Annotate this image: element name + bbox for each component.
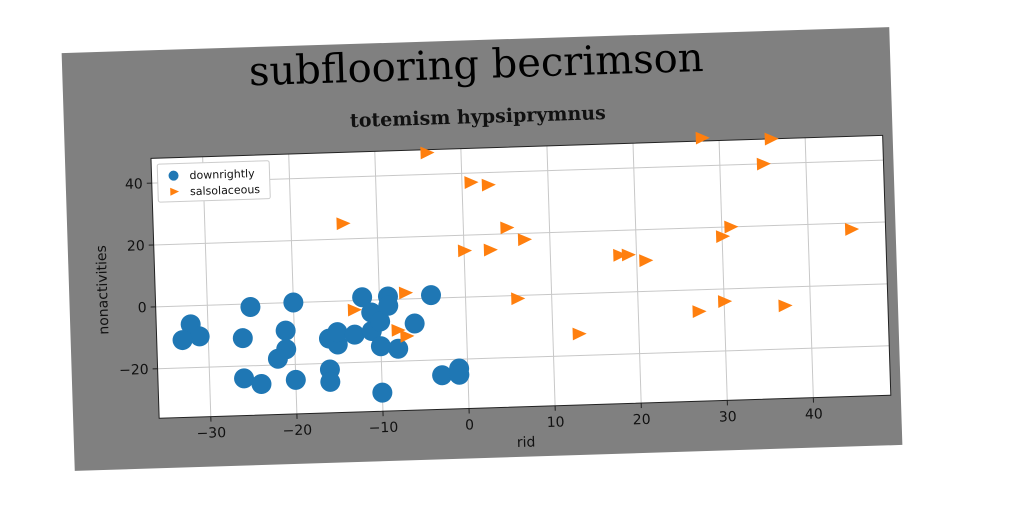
y-axis-label: nonactivities <box>94 245 113 335</box>
scatter-point-salsolaceous <box>639 254 654 268</box>
scatter-point-downrightly <box>344 324 365 345</box>
scatter-point-downrightly <box>251 374 272 395</box>
scatter-point-salsolaceous <box>621 248 636 262</box>
scatter-point-downrightly <box>370 311 391 332</box>
scatter-point-downrightly <box>232 328 253 349</box>
scatter-point-salsolaceous <box>483 243 498 257</box>
scatter-point-downrightly <box>320 371 341 392</box>
x-tick-label: 20 <box>633 412 651 429</box>
axes: −30 −20 −10 0 10 20 30 40 −20 0 20 40 <box>119 134 892 442</box>
plot-frame <box>150 134 892 419</box>
scatter-point-salsolaceous <box>572 327 587 341</box>
scatter-point-downrightly <box>352 287 373 308</box>
scatter-point-downrightly <box>372 382 393 403</box>
legend-label-salsolaceous: salsolaceous <box>190 183 261 198</box>
x-tick-label: −20 <box>282 422 312 439</box>
scatter-point-downrightly <box>370 336 391 357</box>
y-tick-label: −20 <box>119 362 149 379</box>
x-tick-label: 0 <box>465 417 474 433</box>
scatter-point-salsolaceous <box>695 131 710 145</box>
legend-marker-salsolaceous <box>170 187 180 196</box>
scatter-point-downrightly <box>172 330 193 351</box>
grid-line-y <box>155 283 888 308</box>
scatter-point-downrightly <box>189 326 210 347</box>
scatter-point-downrightly <box>388 338 409 359</box>
legend-box <box>156 160 271 203</box>
scatter-point-downrightly <box>240 296 261 317</box>
x-tick-label: 40 <box>805 406 823 423</box>
grid-line-x <box>804 137 814 398</box>
scatter-point-salsolaceous <box>400 329 415 343</box>
legend-label-downrightly: downrightly <box>189 167 255 182</box>
scatter-point-downrightly <box>327 322 348 343</box>
scatter-point-salsolaceous <box>724 220 739 234</box>
scatter-point-salsolaceous <box>481 178 496 192</box>
scatter-point-downrightly <box>275 320 296 341</box>
data-points <box>172 131 860 403</box>
scatter-point-downrightly <box>404 313 425 334</box>
scatter-point-downrightly <box>420 285 441 306</box>
scatter-point-downrightly <box>449 364 470 385</box>
x-axis-label: rid <box>517 434 536 451</box>
figure-canvas: subflooring becrimson totemism hypsiprym… <box>61 27 903 471</box>
scatter-point-salsolaceous <box>457 244 473 258</box>
x-tick-label: −30 <box>196 425 226 442</box>
x-tick-label: −10 <box>368 420 398 437</box>
y-tick-label: 20 <box>127 238 145 255</box>
grid-line-x <box>718 140 728 401</box>
scatter-point-salsolaceous <box>756 157 771 171</box>
scatter-point-salsolaceous <box>692 305 707 319</box>
grid-line-y <box>153 221 886 246</box>
scatter-point-salsolaceous <box>347 303 362 317</box>
scatter-point-salsolaceous <box>717 295 733 308</box>
scatter-point-salsolaceous <box>613 248 628 262</box>
scatter-point-downrightly <box>283 292 304 313</box>
scatter-point-salsolaceous <box>391 324 406 337</box>
scatter-point-salsolaceous <box>336 217 351 231</box>
scatter-point-salsolaceous <box>778 299 793 313</box>
x-tick-label: 10 <box>546 414 564 431</box>
scatter-chart: −30 −20 −10 0 10 20 30 40 −20 0 20 40 downrightlysa… <box>94 131 892 451</box>
scatter-point-salsolaceous <box>420 146 435 160</box>
scatter-point-salsolaceous <box>464 176 479 189</box>
scatter-point-salsolaceous <box>511 292 526 306</box>
grid-line-x <box>546 145 556 406</box>
scatter-point-salsolaceous <box>517 233 533 247</box>
scatter-point-downrightly <box>234 368 255 389</box>
grid-line-x <box>632 143 642 404</box>
scatter-point-downrightly <box>432 365 453 386</box>
y-tick-label: 0 <box>138 300 147 316</box>
scatter-point-salsolaceous <box>500 221 515 235</box>
scatter-point-downrightly <box>378 295 399 316</box>
y-tick-label: 40 <box>125 176 143 193</box>
scatter-point-downrightly <box>267 348 288 369</box>
scatter-point-salsolaceous <box>844 223 860 236</box>
scatter-point-downrightly <box>285 369 306 390</box>
scatter-point-salsolaceous <box>764 132 779 146</box>
grid-line-x <box>374 151 384 412</box>
legend-marker-downrightly <box>168 170 179 181</box>
scatter-point-salsolaceous <box>715 230 731 243</box>
x-tick-label: 30 <box>719 409 737 426</box>
scatter-point-salsolaceous <box>398 286 414 300</box>
